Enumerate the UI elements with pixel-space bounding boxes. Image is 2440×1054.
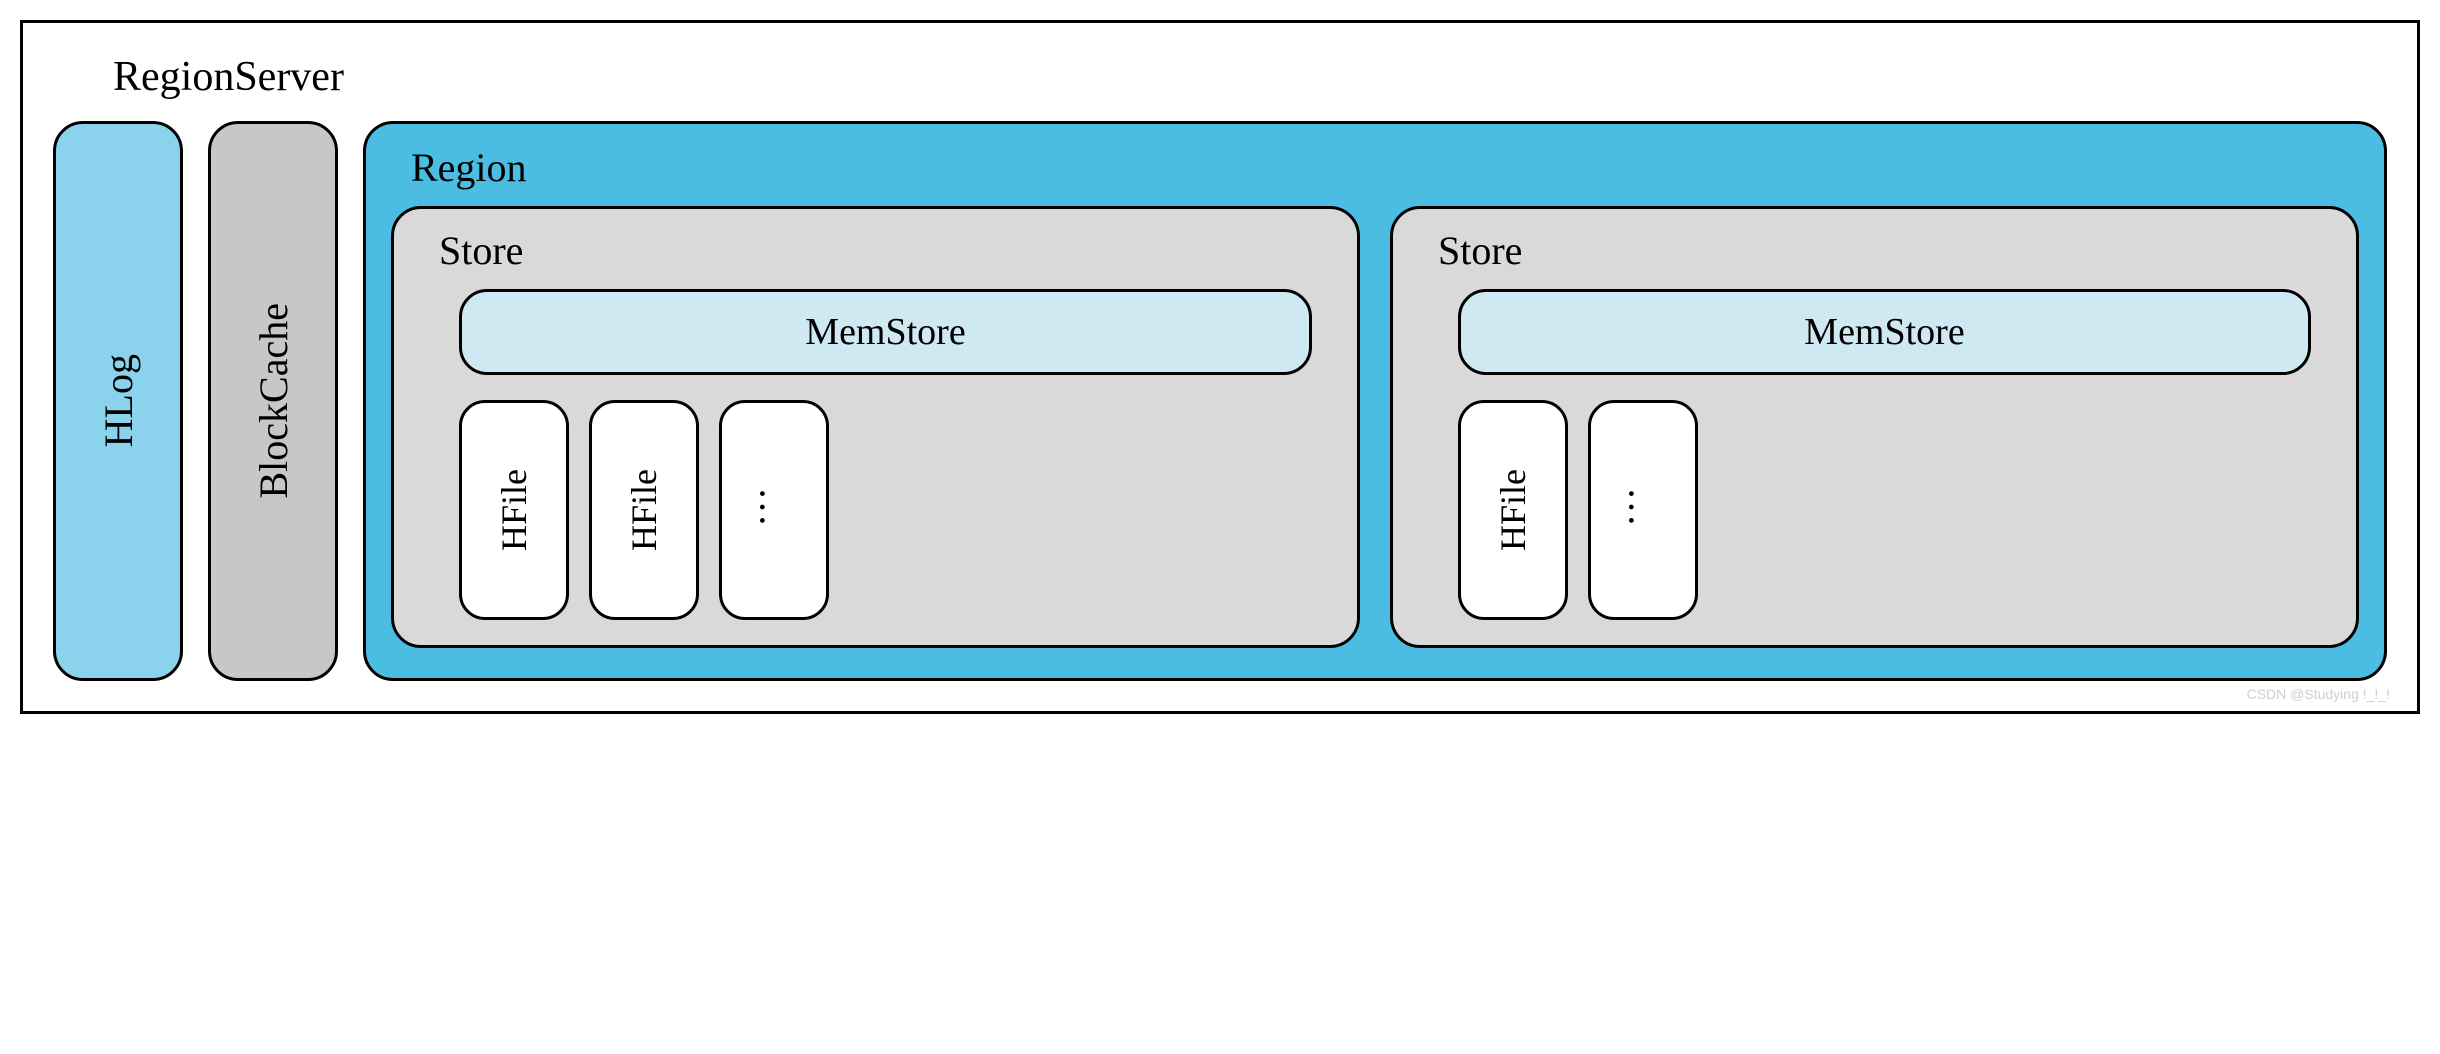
regionserver-container: RegionServer HLog BlockCache Region Stor… (20, 20, 2420, 714)
store-title: Store (439, 227, 1332, 274)
region-title: Region (411, 144, 2359, 191)
hfile-label: HFile (623, 469, 665, 551)
hfile-box: HFile (1458, 400, 1568, 620)
store-title: Store (1438, 227, 2331, 274)
memstore-box: MemStore (1458, 289, 2311, 375)
region-box: Region Store MemStore HFile HFile … (363, 121, 2387, 681)
memstore-box: MemStore (459, 289, 1312, 375)
blockcache-box: BlockCache (208, 121, 338, 681)
stores-row: Store MemStore HFile HFile … (391, 206, 2359, 648)
regionserver-title: RegionServer (113, 53, 2387, 101)
store-box: Store MemStore HFile HFile … (391, 206, 1360, 648)
hfile-row: HFile … (1458, 400, 2331, 620)
hfile-box: … (719, 400, 829, 620)
hfile-box: … (1588, 400, 1698, 620)
hfile-ellipsis: … (751, 487, 798, 533)
hfile-ellipsis: … (1620, 487, 1667, 533)
regionserver-body: HLog BlockCache Region Store MemStore HF… (53, 121, 2387, 681)
hfile-box: HFile (589, 400, 699, 620)
hfile-box: HFile (459, 400, 569, 620)
hfile-label: HFile (1492, 469, 1534, 551)
hlog-label: HLog (95, 354, 142, 447)
blockcache-label: BlockCache (250, 303, 297, 499)
watermark-text: CSDN @Studying !_!_! (2247, 686, 2390, 702)
hfile-row: HFile HFile … (459, 400, 1332, 620)
store-box: Store MemStore HFile … (1390, 206, 2359, 648)
hlog-box: HLog (53, 121, 183, 681)
hfile-label: HFile (493, 469, 535, 551)
